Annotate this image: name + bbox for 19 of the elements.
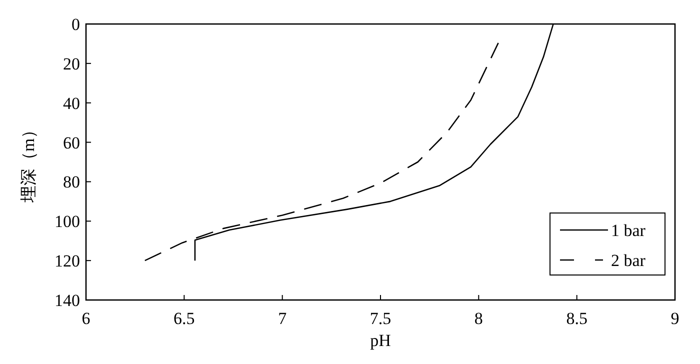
y-tick-label: 120 <box>54 252 80 271</box>
x-axis-title: pH <box>370 331 391 350</box>
x-tick-label: 8.5 <box>566 309 588 328</box>
legend-label: 1 bar <box>611 221 646 240</box>
y-tick-label: 40 <box>63 94 80 113</box>
legend-label: 2 bar <box>611 251 646 270</box>
y-tick-label: 100 <box>54 212 80 232</box>
y-tick-label: 60 <box>63 133 80 152</box>
x-tick-label: 6 <box>82 309 90 328</box>
y-tick-label: 0 <box>72 15 80 34</box>
y-tick-label: 80 <box>63 172 80 192</box>
y-tick-label: 20 <box>63 54 80 74</box>
y-tick-label: 140 <box>54 291 80 310</box>
x-tick-label: 9 <box>670 309 680 328</box>
x-tick-label: 6.5 <box>174 309 195 328</box>
x-tick-label: 7 <box>278 309 288 328</box>
x-tick-label: 7.5 <box>370 309 392 328</box>
x-tick-label: 8 <box>474 309 483 328</box>
y-axis-title: 埋深（m） <box>19 121 38 204</box>
